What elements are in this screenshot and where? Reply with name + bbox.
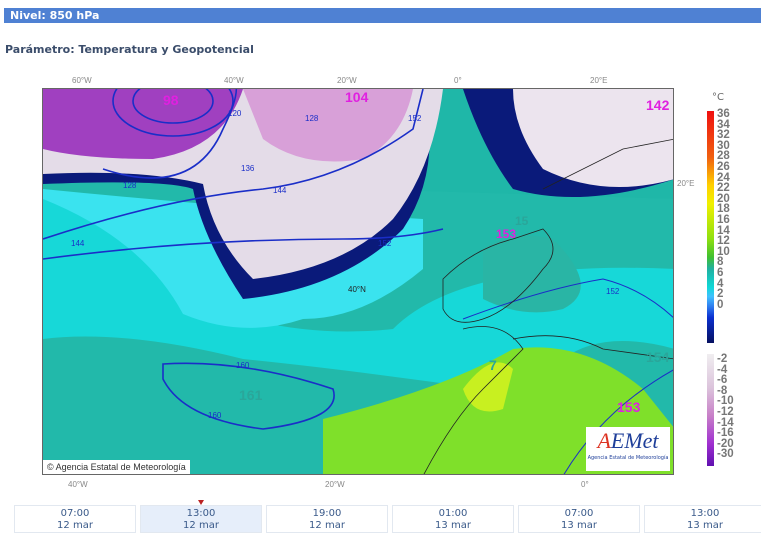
legend-tick: 18 bbox=[717, 203, 730, 216]
logo-mark: AEMet bbox=[597, 428, 659, 453]
pressure-center-label: 153 bbox=[496, 227, 517, 241]
slot-time: 07:00 bbox=[60, 508, 90, 519]
legend-tick: 14 bbox=[717, 224, 730, 237]
legend-tick: 12 bbox=[717, 235, 730, 248]
slot-time: 01:00 bbox=[438, 508, 468, 519]
slot-date: 12 mar bbox=[309, 520, 345, 531]
contour-label: 128 bbox=[305, 114, 319, 123]
legend-tick: 34 bbox=[717, 118, 730, 131]
slot-date: 13 mar bbox=[435, 520, 471, 531]
legend-tick: -2 bbox=[717, 353, 728, 365]
slot-time: 13:00 bbox=[690, 508, 720, 519]
bottom-axis-label: 0° bbox=[581, 480, 589, 489]
right-axis-label: 20°E bbox=[677, 179, 695, 188]
current-time-marker-icon bbox=[198, 500, 204, 505]
weather-map[interactable]: 98 104 142 153 15 161 154 153 7 40°N 120… bbox=[42, 88, 674, 475]
legend-tick: 28 bbox=[717, 150, 730, 163]
copyright-notice: © Agencia Estatal de Meteorología bbox=[43, 460, 190, 474]
time-slot[interactable]: 01:00 13 mar bbox=[392, 505, 514, 533]
legend-tick: -30 bbox=[717, 448, 734, 461]
contour-label: 120 bbox=[228, 109, 242, 118]
legend-tick: 2 bbox=[717, 288, 724, 301]
top-axis-label: 40°W bbox=[224, 76, 244, 85]
top-axis-label: 0° bbox=[454, 76, 462, 85]
legend-tick: 32 bbox=[717, 129, 730, 142]
legend-tick: -4 bbox=[717, 363, 728, 376]
slot-date: 13 mar bbox=[561, 520, 597, 531]
legend-tick: -8 bbox=[717, 384, 728, 397]
legend-tick: -6 bbox=[717, 374, 728, 387]
legend-tick: -12 bbox=[717, 405, 734, 418]
bottom-axis-label: 40°W bbox=[68, 480, 88, 489]
negative-color-bar bbox=[707, 354, 714, 466]
legend-tick: -10 bbox=[717, 395, 734, 408]
latitude-label: 40°N bbox=[348, 285, 366, 294]
slot-time: 19:00 bbox=[312, 508, 342, 519]
positive-color-bar bbox=[707, 111, 714, 343]
legend-tick: 4 bbox=[717, 277, 724, 290]
bottom-axis-label: 20°W bbox=[325, 480, 345, 489]
top-axis-label: 60°W bbox=[72, 76, 92, 85]
contour-label: 128 bbox=[123, 181, 137, 190]
slot-date: 12 mar bbox=[57, 520, 93, 531]
legend-tick: 10 bbox=[717, 245, 730, 258]
map-field bbox=[43, 89, 673, 474]
legend-tick: 20 bbox=[717, 192, 730, 205]
legend-unit: °C bbox=[712, 92, 724, 103]
contour-label: 144 bbox=[71, 239, 85, 248]
time-slot[interactable]: 13:00 13 mar bbox=[644, 505, 761, 533]
legend-tick: 30 bbox=[717, 139, 730, 152]
pressure-center-label: 15 bbox=[515, 214, 529, 228]
parameter-title: Parámetro: Temperatura y Geopotencial bbox=[5, 43, 254, 56]
legend-tick: 8 bbox=[717, 256, 724, 269]
level-header: Nivel: 850 hPa bbox=[4, 8, 761, 23]
aemet-logo: AEMet Agencia Estatal de Meteorología bbox=[586, 427, 670, 471]
pressure-center-label: 142 bbox=[646, 97, 670, 113]
contour-label: 152 bbox=[378, 239, 392, 248]
slot-date: 12 mar bbox=[183, 520, 219, 531]
legend-tick: 16 bbox=[717, 213, 730, 226]
pressure-center-label: 154 bbox=[646, 349, 670, 365]
pressure-center-label: 7 bbox=[489, 357, 497, 373]
contour-label: 136 bbox=[241, 164, 255, 173]
legend-tick: -20 bbox=[717, 437, 734, 450]
legend-tick: 24 bbox=[717, 171, 730, 184]
pressure-center-label: 98 bbox=[163, 92, 179, 108]
pressure-center-label: 161 bbox=[239, 387, 263, 403]
slot-time: 13:00 bbox=[186, 508, 216, 519]
time-slot[interactable]: 19:00 12 mar bbox=[266, 505, 388, 533]
time-slot-selected[interactable]: 13:00 12 mar bbox=[140, 505, 262, 533]
legend-tick: 0 bbox=[717, 298, 724, 311]
copyright-text: Agencia Estatal de Meteorología bbox=[55, 462, 186, 472]
contour-label: 160 bbox=[208, 411, 222, 420]
top-axis-label: 20°E bbox=[590, 76, 608, 85]
contour-label: 152 bbox=[606, 287, 620, 296]
pressure-center-label: 153 bbox=[617, 399, 641, 415]
slot-time: 07:00 bbox=[564, 508, 594, 519]
contour-label: 144 bbox=[273, 186, 287, 195]
time-slot[interactable]: 07:00 13 mar bbox=[518, 505, 640, 533]
forecast-timeline: 07:00 12 mar 13:00 12 mar 19:00 12 mar 01:0… bbox=[14, 505, 761, 533]
legend-tick: -14 bbox=[717, 416, 734, 429]
legend-tick: 26 bbox=[717, 160, 730, 173]
contour-label: 152 bbox=[408, 114, 422, 123]
legend-tick: -16 bbox=[717, 427, 734, 440]
logo-subtitle: Agencia Estatal de Meteorología bbox=[587, 455, 669, 461]
top-axis-label: 20°W bbox=[337, 76, 357, 85]
legend-tick: 22 bbox=[717, 182, 730, 195]
legend-tick: 6 bbox=[717, 266, 724, 279]
contour-label: 160 bbox=[236, 361, 250, 370]
legend-tick: 36 bbox=[717, 108, 730, 120]
time-slot[interactable]: 07:00 12 mar bbox=[14, 505, 136, 533]
positive-ticks: 36 34 32 30 28 26 24 22 20 18 16 14 12 10 8 6 4 2 0 bbox=[717, 108, 730, 311]
pressure-center-label: 104 bbox=[345, 89, 369, 105]
negative-ticks: -2 -4 -6 -8 -10 -12 -14 -16 -20 -30 bbox=[717, 353, 734, 461]
slot-date: 13 mar bbox=[687, 520, 723, 531]
